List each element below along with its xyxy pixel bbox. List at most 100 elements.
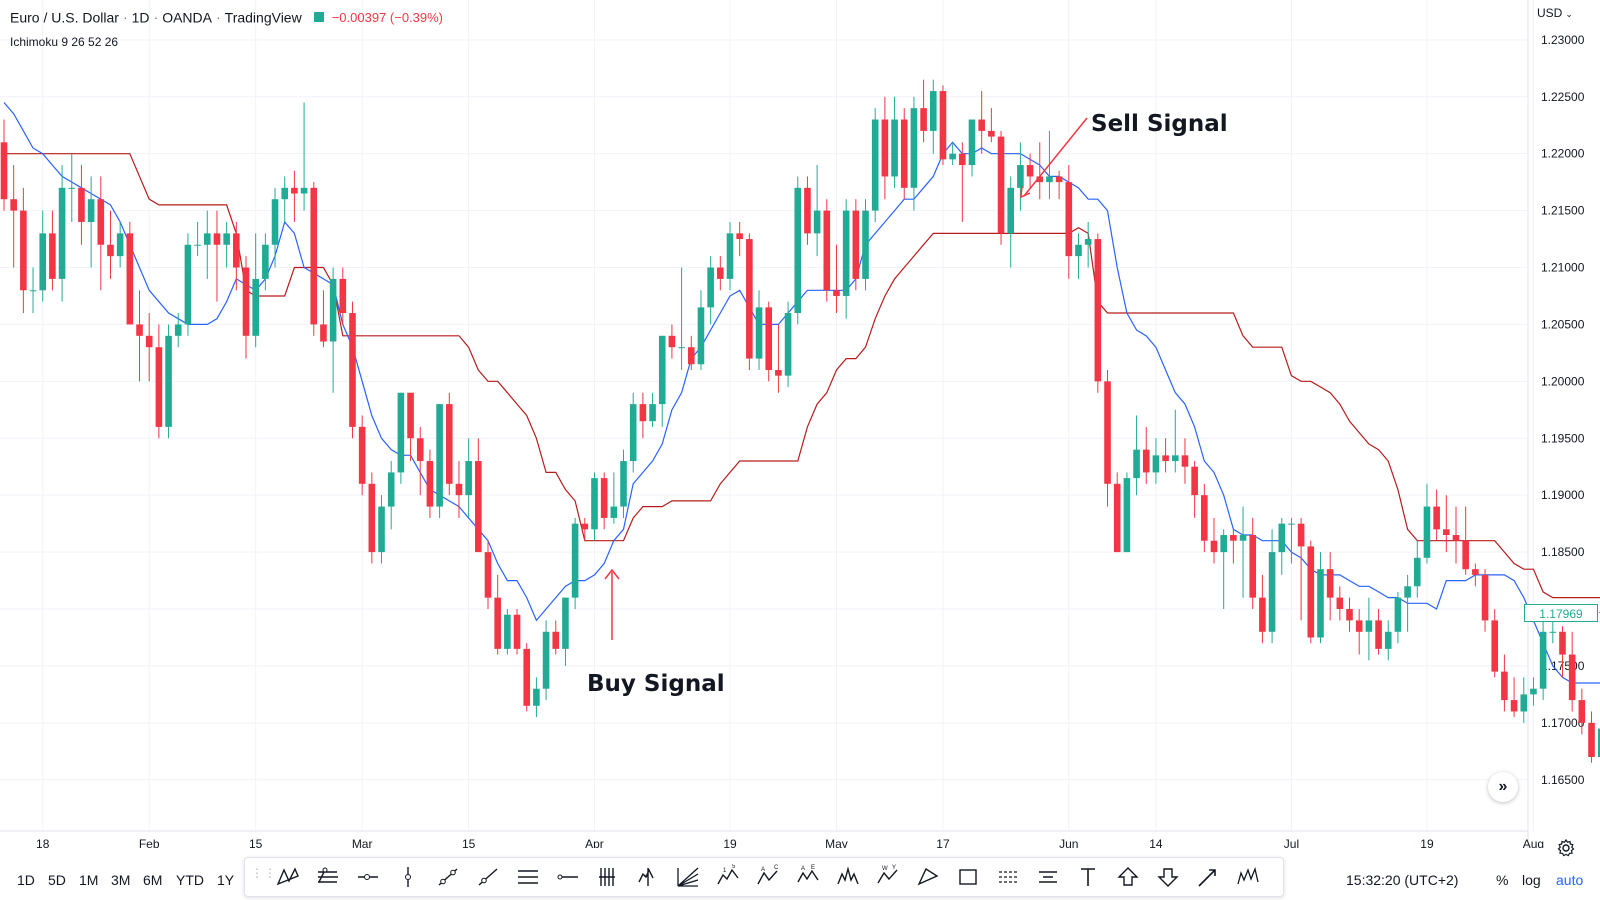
head-shoulders-tool-button[interactable]: [833, 862, 863, 892]
candle: [174, 313, 182, 348]
three-drives-tool-button[interactable]: [1233, 862, 1263, 892]
candle-body: [1297, 523, 1305, 547]
parallel-channel-tool-button[interactable]: [513, 862, 543, 892]
arrow-down-tool-button[interactable]: [1153, 862, 1183, 892]
candle-body: [1491, 620, 1499, 672]
drag-handle-icon[interactable]: ⋮⋮: [251, 866, 277, 880]
candle-body: [968, 119, 976, 166]
arrow-up-tool-button[interactable]: [1113, 862, 1143, 892]
arrow-marker-tool-button[interactable]: [1193, 862, 1223, 892]
candle-body: [184, 244, 192, 325]
vertical-line-tool-button[interactable]: [393, 862, 423, 892]
candle: [746, 233, 753, 370]
text-tool-button[interactable]: [1073, 862, 1103, 892]
range-1y-button[interactable]: 1Y: [217, 872, 235, 888]
horizontal-ray-tool-button[interactable]: [353, 862, 383, 892]
candle: [900, 108, 908, 200]
interval-label[interactable]: 1D: [131, 9, 150, 26]
date-price-range-tool-button[interactable]: [1033, 862, 1063, 892]
candle: [1578, 688, 1586, 735]
candle-body: [49, 233, 56, 279]
candle: [1375, 609, 1382, 655]
schiff-pitchfork-tool-button[interactable]: [313, 862, 343, 892]
time-axis[interactable]: 18Feb15Mar15Apr19May17Jun14Jul19Aug16: [0, 830, 1600, 848]
svg-text:5: 5: [732, 864, 736, 870]
range-1d-button[interactable]: 1D: [17, 872, 35, 888]
price-axis[interactable]: 1.23000 1.22500 1.22000 1.21500 1.21000 1.205…: [1527, 0, 1585, 848]
date-range-tool-button[interactable]: [993, 862, 1023, 892]
bottom-bar: 1D 5D 1M 3M 6M YTD 1Y: [0, 848, 1600, 900]
fib-speed-tool-button[interactable]: [593, 862, 623, 892]
rectangle-tool-button[interactable]: [953, 862, 983, 892]
price-range-tool-button[interactable]: [633, 862, 663, 892]
log-scale-toggle[interactable]: log: [1522, 872, 1541, 888]
candle-body: [610, 506, 618, 518]
percent-scale-toggle[interactable]: %: [1496, 872, 1509, 888]
settings-gear-icon[interactable]: [1556, 838, 1576, 858]
candle: [542, 620, 550, 701]
candle-body: [1220, 535, 1227, 553]
market-status-icon: [313, 12, 324, 23]
candle: [387, 461, 395, 530]
trend-line-tool-button[interactable]: [433, 862, 463, 892]
range-3m-button[interactable]: 3M: [111, 872, 131, 888]
ray-tool-button[interactable]: [473, 862, 503, 892]
range-6m-button[interactable]: 6M: [143, 872, 163, 888]
candle-body: [68, 187, 76, 189]
candle-body: [581, 523, 589, 530]
candle-body: [1578, 700, 1586, 723]
range-ytd-button[interactable]: YTD: [176, 872, 204, 888]
price-chart[interactable]: 1.23000 1.22500 1.22000 1.21500 1.21000 1.205…: [0, 0, 1600, 848]
fib-fan-tool-button[interactable]: [673, 862, 703, 892]
currency-selector[interactable]: USD ⌄: [1537, 6, 1573, 20]
xabcd-pattern-tool-button[interactable]: [273, 862, 303, 892]
candle: [1433, 489, 1440, 541]
range-5d-button[interactable]: 5D: [48, 872, 66, 888]
time-tick-label: 18: [36, 837, 50, 848]
candle: [126, 221, 134, 325]
candle: [1413, 540, 1421, 598]
candle-body: [591, 478, 598, 530]
candle-body: [649, 404, 656, 422]
candle: [1162, 438, 1169, 473]
symbol-name[interactable]: Euro / U.S. Dollar: [10, 9, 119, 26]
triangle-tool-button[interactable]: [913, 862, 943, 892]
candle: [242, 256, 250, 359]
auto-scale-toggle[interactable]: auto: [1556, 872, 1584, 888]
candle: [639, 392, 647, 439]
clock-display[interactable]: 15:32:20 (UTC+2): [1346, 872, 1459, 888]
candle: [610, 472, 618, 524]
symbol-legend[interactable]: Euro / U.S. Dollar · 1D · OANDA · TradingView −…: [10, 9, 444, 26]
candle-body: [794, 187, 802, 314]
range-1m-button[interactable]: 1M: [79, 872, 99, 888]
arrow-down-icon: [1157, 868, 1179, 887]
candle: [252, 233, 259, 348]
arrow-up-icon: [1117, 867, 1139, 886]
candle: [871, 108, 879, 222]
scroll-to-realtime-button[interactable]: »: [1488, 772, 1518, 802]
candle: [300, 102, 308, 211]
candle: [862, 199, 869, 291]
candle: [329, 267, 337, 393]
candle-body: [1162, 455, 1169, 462]
candle: [504, 609, 511, 655]
candle-body: [10, 199, 17, 211]
candle-body: [310, 187, 318, 325]
candle: [1297, 517, 1305, 621]
time-tick-label: Apr: [585, 837, 604, 848]
candle: [1201, 483, 1208, 553]
candle-body: [736, 233, 743, 240]
horizontal-line-tool-button[interactable]: [553, 862, 583, 892]
sell-arrow-line: [1023, 117, 1088, 197]
indicator-legend[interactable]: Ichimoku 9 26 52 26: [10, 35, 119, 49]
candle: [1181, 438, 1189, 484]
candle-body: [833, 290, 840, 296]
candle-body: [813, 210, 821, 234]
xabcd-pattern-icon: [276, 867, 299, 886]
candle: [1007, 176, 1015, 268]
candle: [87, 176, 95, 268]
